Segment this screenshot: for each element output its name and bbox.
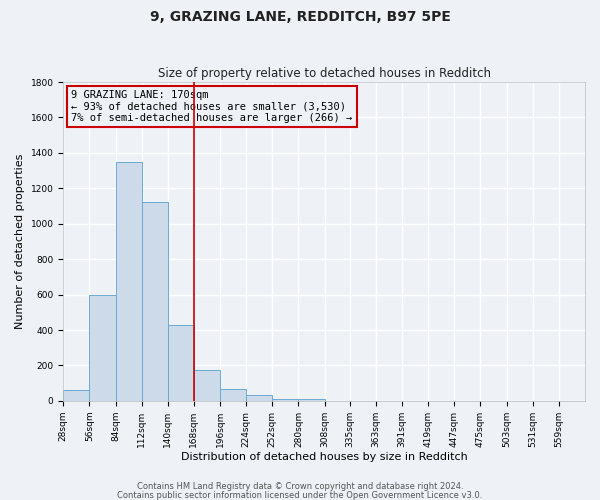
Bar [246, 394, 272, 401]
Bar [63, 390, 89, 401]
Bar [272, 399, 298, 401]
X-axis label: Distribution of detached houses by size in Redditch: Distribution of detached houses by size … [181, 452, 467, 462]
Text: Contains HM Land Registry data © Crown copyright and database right 2024.: Contains HM Land Registry data © Crown c… [137, 482, 463, 491]
Bar [116, 162, 142, 401]
Bar [220, 390, 246, 401]
Bar [168, 324, 194, 401]
Text: Contains public sector information licensed under the Open Government Licence v3: Contains public sector information licen… [118, 490, 482, 500]
Bar [142, 202, 168, 401]
Text: 9 GRAZING LANE: 170sqm
← 93% of detached houses are smaller (3,530)
7% of semi-d: 9 GRAZING LANE: 170sqm ← 93% of detached… [71, 90, 352, 123]
Text: 9, GRAZING LANE, REDDITCH, B97 5PE: 9, GRAZING LANE, REDDITCH, B97 5PE [149, 10, 451, 24]
Bar [298, 399, 325, 401]
Title: Size of property relative to detached houses in Redditch: Size of property relative to detached ho… [158, 66, 491, 80]
Y-axis label: Number of detached properties: Number of detached properties [15, 154, 25, 329]
Bar [89, 294, 116, 401]
Bar [194, 370, 220, 401]
